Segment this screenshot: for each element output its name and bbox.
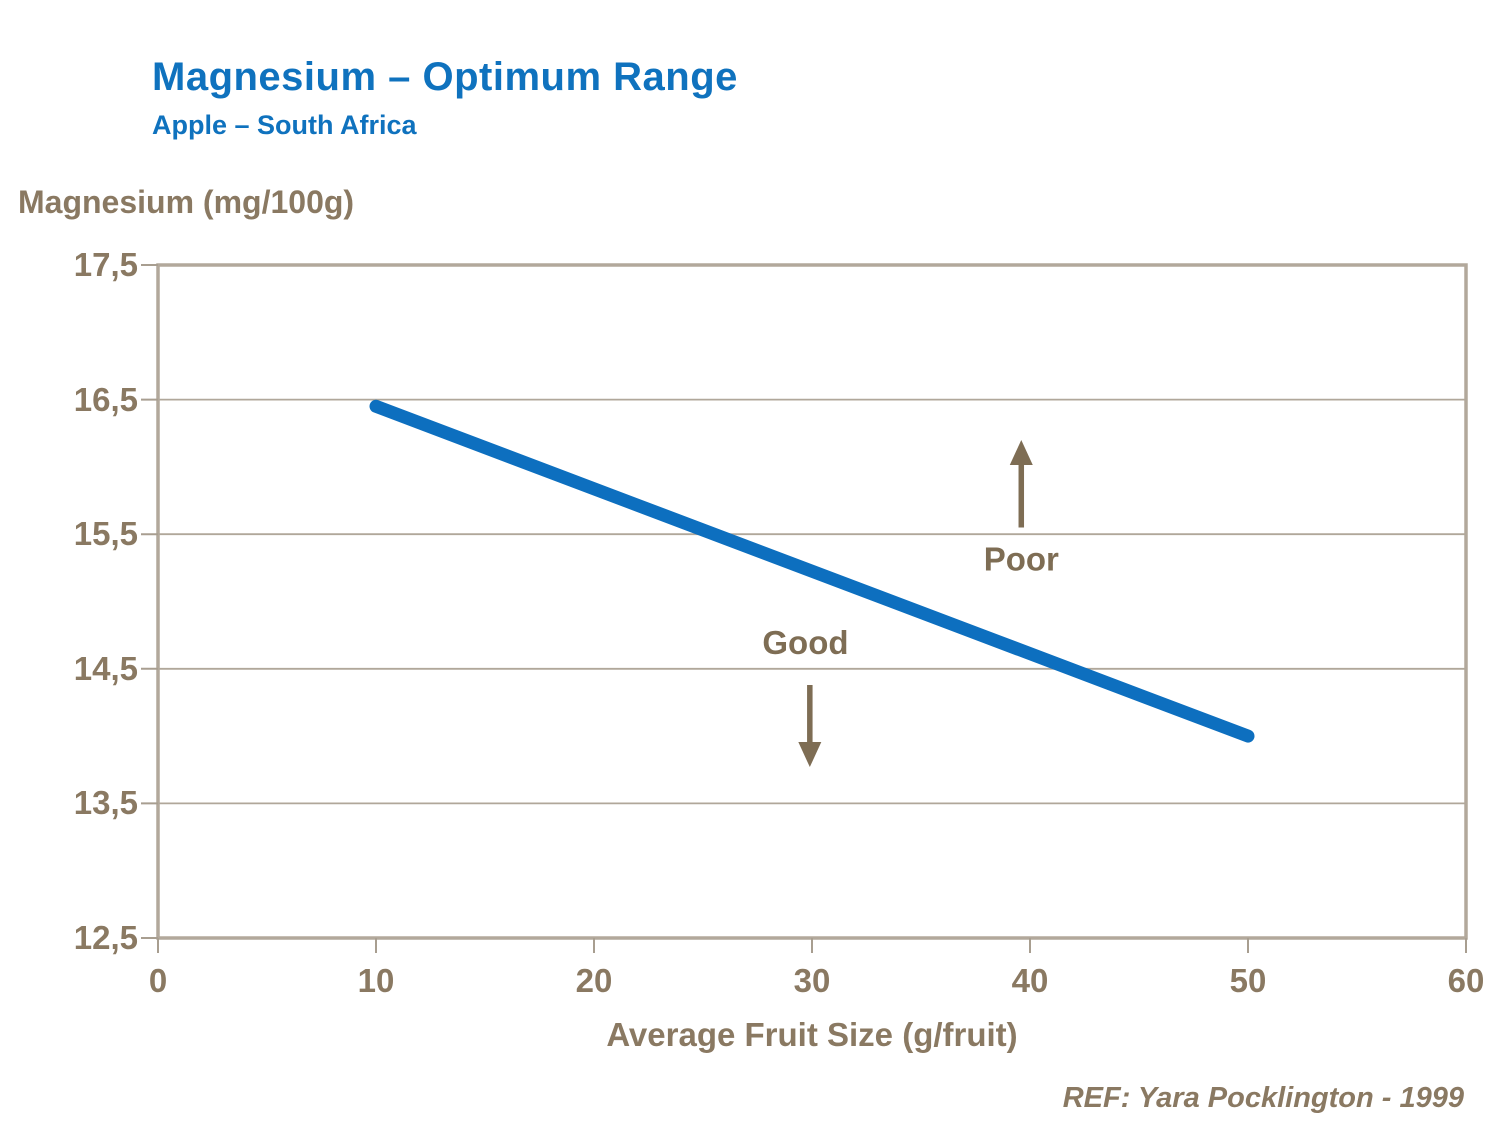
- y-tick-label: 17,5: [73, 246, 138, 283]
- poor-label: Poor: [984, 540, 1059, 577]
- y-axis-title: Magnesium (mg/100g): [18, 184, 355, 220]
- x-tick-label: 0: [148, 962, 168, 999]
- page-title: Magnesium – Optimum Range: [152, 55, 738, 99]
- y-tick-label: 15,5: [73, 515, 138, 553]
- optimum-magnesium-line: [369, 399, 1255, 743]
- magnesium-line-chart: Poor Good: [141, 263, 1468, 953]
- y-tick-label: 12,5: [73, 919, 138, 956]
- x-axis-title: Average Fruit Size (g/fruit): [606, 1016, 1018, 1053]
- good-label: Good: [762, 624, 848, 661]
- poor-arrow-head: [1009, 439, 1033, 465]
- y-tick-label: 14,5: [73, 649, 138, 687]
- reference-text: REF: Yara Pocklington - 1999: [1062, 1082, 1464, 1114]
- good-arrow-head: [798, 742, 822, 768]
- x-tick-label: 60: [1447, 962, 1485, 999]
- page-subtitle: Apple – South Africa: [152, 110, 417, 140]
- x-tick-label: 30: [793, 962, 831, 999]
- y-tick-label: 13,5: [73, 784, 138, 822]
- x-tick-label: 20: [575, 962, 613, 999]
- plot-frame: [156, 263, 1468, 940]
- x-tick-label: 50: [1229, 962, 1267, 999]
- y-tick-label: 16,5: [73, 380, 138, 418]
- x-tick-label: 40: [1011, 962, 1049, 999]
- x-tick-label: 10: [357, 962, 395, 999]
